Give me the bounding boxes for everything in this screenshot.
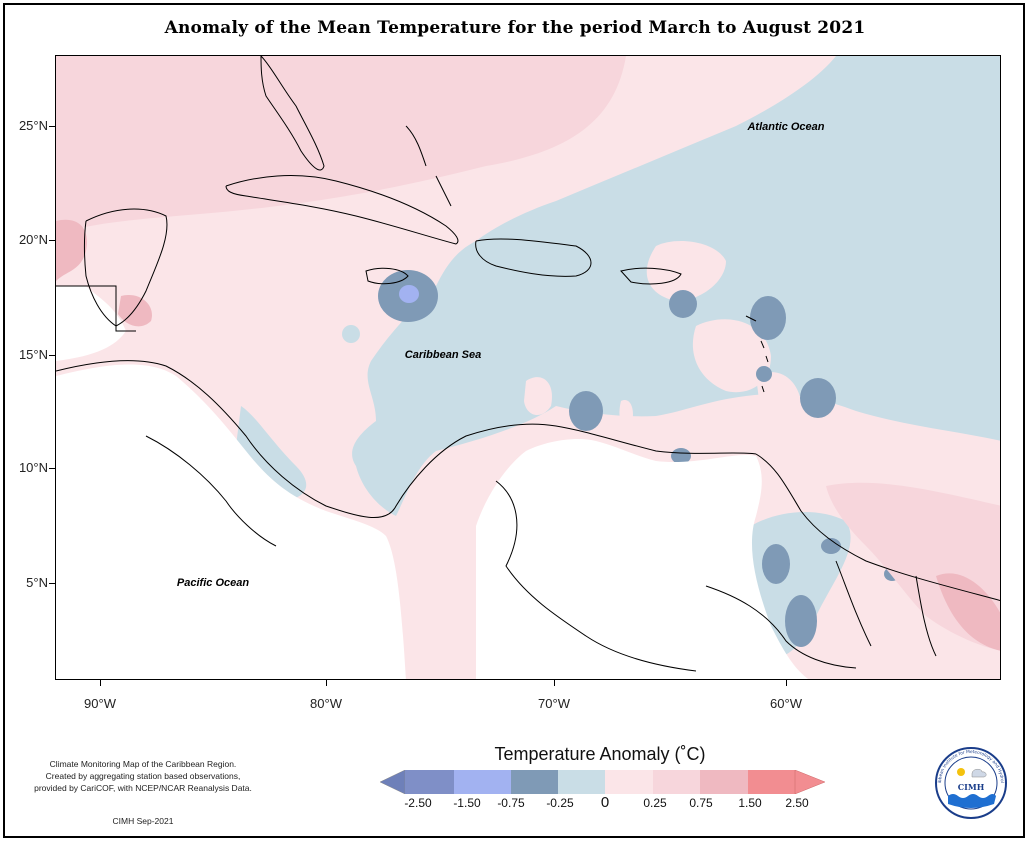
anomaly-map-svg: Atlantic Ocean Caribbean Sea Pacific Oce… (56, 56, 1000, 679)
lat-tick-5 (49, 583, 55, 584)
lon-label-60: 60°W (770, 696, 802, 711)
cool-mid-curacao (569, 391, 603, 431)
cool-mid-trinidad (671, 448, 691, 464)
warm-patch-aruba (524, 377, 552, 416)
legend-bin-3 (511, 770, 558, 794)
lon-label-80: 80°W (310, 696, 342, 711)
lat-tick-15 (49, 355, 55, 356)
label-atlantic-ocean: Atlantic Ocean (746, 121, 824, 133)
credit-line-1: Climate Monitoring Map of the Caribbean … (49, 759, 237, 769)
warm-patch-puerto-rico (646, 241, 726, 301)
legend-arrow-high (794, 770, 826, 794)
lon-tick-90 (100, 680, 101, 686)
lat-label-10: 10°N (18, 460, 48, 475)
coast-jamaica (365, 267, 409, 285)
coast-puerto-rico (620, 267, 682, 285)
legend-label-7: 0.75 (689, 796, 713, 810)
legend-label-9: 2.50 (785, 796, 809, 810)
coast-guianas (755, 453, 1000, 601)
border-suriname (835, 560, 937, 657)
legend-label-5: 0 (600, 794, 610, 811)
coast-hispaniola (475, 238, 592, 277)
land-mexico (56, 286, 126, 361)
legend-label-2: -1.50 (453, 796, 481, 810)
cool-mid-atlantic (800, 378, 836, 418)
lat-tick-25 (49, 126, 55, 127)
lat-tick-10 (49, 468, 55, 469)
legend-label-4: -0.25 (546, 796, 574, 810)
legend-bin-6 (653, 770, 700, 794)
border-central-america (145, 435, 277, 547)
coast-cuba (225, 175, 459, 245)
warm-strong-french-guiana (936, 573, 1000, 651)
legend-bin-7 (700, 770, 748, 794)
logo-sun (957, 768, 965, 776)
lon-label-90: 90°W (84, 696, 116, 711)
legend-bin-4 (558, 770, 605, 794)
lat-tick-20 (49, 240, 55, 241)
cimh-logo: CIMH Caribbean Institute for Meteorology… (934, 746, 1007, 819)
coast-yucatan (84, 208, 168, 327)
cool-mid-guyana-coast (821, 538, 841, 554)
legend-colorbar (380, 770, 826, 794)
credit-line-2: Created by aggregating station based obs… (45, 771, 241, 781)
coast-lesser-antilles (745, 315, 769, 393)
label-caribbean-sea: Caribbean Sea (405, 349, 481, 361)
warm-strong-west (56, 219, 87, 281)
lat-label-15: 15°N (18, 347, 48, 362)
lon-tick-80 (326, 680, 327, 686)
figure-frame (3, 3, 1025, 838)
cool-mid-leeward (669, 290, 697, 318)
label-pacific-ocean: Pacific Ocean (177, 577, 249, 589)
warm-patch-windward (692, 319, 771, 393)
warm-band-north (56, 56, 626, 236)
legend-bin-8 (748, 770, 795, 794)
legend-arrow-low (380, 770, 406, 794)
land-south-america (476, 439, 809, 679)
map-title: Anomaly of the Mean Temperature for the … (164, 18, 866, 38)
lon-tick-60 (786, 680, 787, 686)
border-mexico (56, 285, 136, 332)
coast-bahamas (405, 125, 452, 207)
coast-florida (260, 56, 325, 171)
legend-bin-2 (454, 770, 511, 794)
logo-cloud (971, 769, 987, 778)
border-venezuela (495, 480, 697, 672)
border-guyana (705, 585, 857, 669)
lat-label-20: 20°N (18, 232, 48, 247)
logo-waves (948, 794, 996, 808)
credit-line-3: provided by CariCOF, with NCEP/NCAR Rean… (34, 783, 252, 793)
legend-bin-1 (405, 770, 454, 794)
legend-title: Temperature Anomaly (˚C) (494, 744, 706, 764)
legend-label-3: -0.75 (497, 796, 525, 810)
land-pacific-region (56, 364, 406, 679)
coast-central-south (56, 360, 757, 519)
lon-tick-70 (554, 680, 555, 686)
credit-block: Climate Monitoring Map of the Caribbean … (18, 758, 268, 794)
legend-label-1: -2.50 (404, 796, 432, 810)
cool-strong-jamaica (399, 285, 419, 303)
map-area[interactable]: Atlantic Ocean Caribbean Sea Pacific Oce… (55, 55, 1001, 680)
cool-mid-guadeloupe (750, 296, 786, 340)
credit-date: CIMH Sep-2021 (112, 816, 174, 826)
legend-label-6: 0.25 (643, 796, 667, 810)
cool-light-dot (342, 325, 360, 343)
cool-mid-guyana-south (785, 595, 817, 647)
lat-label-5: 5°N (26, 575, 48, 590)
legend-label-8: 1.50 (738, 796, 762, 810)
lat-label-25: 25°N (18, 118, 48, 133)
coastlines (56, 56, 1000, 672)
warm-patch-barbados (756, 372, 801, 425)
warm-patch-bonaire (619, 400, 633, 428)
logo-text: CIMH (958, 782, 985, 792)
legend-bin-5 (605, 770, 653, 794)
cool-mid-stlucia (756, 366, 772, 382)
cool-mid-guyana-west (762, 544, 790, 584)
lon-label-70: 70°W (538, 696, 570, 711)
